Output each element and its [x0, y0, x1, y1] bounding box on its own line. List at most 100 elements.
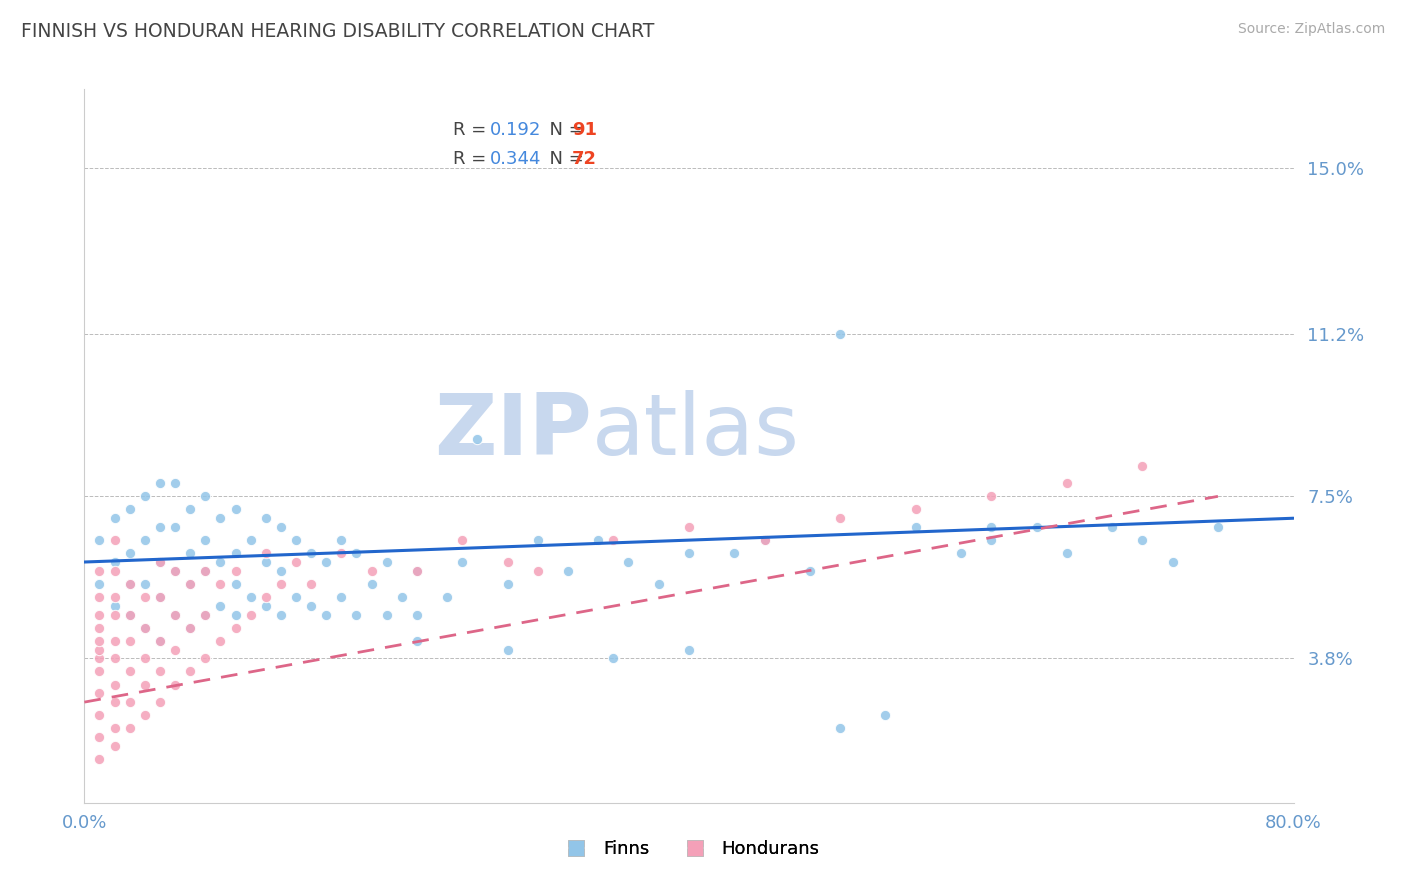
- Point: [254, 555, 277, 569]
- Point: [527, 533, 550, 548]
- Point: [209, 511, 232, 525]
- Point: [165, 564, 187, 578]
- Point: [1130, 533, 1153, 548]
- Point: [194, 564, 217, 578]
- Point: [225, 621, 247, 635]
- Point: [496, 555, 519, 569]
- Point: [406, 633, 429, 648]
- Point: [149, 633, 172, 648]
- Text: R =: R =: [453, 150, 492, 168]
- Point: [225, 607, 247, 622]
- Point: [89, 621, 111, 635]
- Point: [1206, 520, 1229, 534]
- Point: [194, 607, 217, 622]
- Point: [104, 511, 127, 525]
- Point: [149, 665, 172, 679]
- Point: [118, 633, 141, 648]
- Point: [723, 546, 745, 560]
- Point: [980, 533, 1002, 548]
- Point: [346, 607, 368, 622]
- Point: [104, 607, 127, 622]
- Point: [830, 722, 852, 736]
- Text: N =: N =: [538, 121, 589, 139]
- Point: [527, 564, 550, 578]
- Point: [89, 708, 111, 723]
- Point: [467, 433, 489, 447]
- Point: [285, 555, 308, 569]
- Point: [754, 533, 776, 548]
- Point: [239, 607, 262, 622]
- Point: [134, 533, 156, 548]
- Text: atlas: atlas: [592, 390, 800, 474]
- Point: [602, 533, 624, 548]
- Point: [406, 564, 429, 578]
- Point: [315, 555, 337, 569]
- Point: [118, 546, 141, 560]
- Point: [375, 555, 398, 569]
- Point: [678, 546, 700, 560]
- Point: [89, 564, 111, 578]
- Point: [980, 520, 1002, 534]
- Point: [360, 564, 382, 578]
- Point: [285, 590, 308, 604]
- Point: [134, 621, 156, 635]
- Point: [285, 533, 308, 548]
- Text: ZIP: ZIP: [434, 390, 592, 474]
- Point: [89, 607, 111, 622]
- Point: [194, 489, 217, 503]
- Point: [149, 555, 172, 569]
- Point: [678, 642, 700, 657]
- Point: [239, 590, 262, 604]
- Point: [451, 533, 474, 548]
- Point: [950, 546, 973, 560]
- Point: [299, 577, 322, 591]
- Point: [904, 502, 927, 516]
- Point: [602, 651, 624, 665]
- Point: [254, 546, 277, 560]
- Point: [875, 708, 897, 723]
- Point: [209, 633, 232, 648]
- Point: [165, 476, 187, 491]
- Point: [179, 577, 201, 591]
- Point: [375, 607, 398, 622]
- Point: [104, 564, 127, 578]
- Point: [648, 577, 671, 591]
- Point: [194, 607, 217, 622]
- Point: [391, 590, 413, 604]
- Point: [149, 633, 172, 648]
- Point: [754, 533, 776, 548]
- Point: [254, 590, 277, 604]
- Point: [104, 599, 127, 613]
- Text: N =: N =: [538, 150, 589, 168]
- Point: [134, 621, 156, 635]
- Point: [118, 665, 141, 679]
- Point: [1056, 546, 1078, 560]
- Text: Source: ZipAtlas.com: Source: ZipAtlas.com: [1237, 22, 1385, 37]
- Point: [89, 633, 111, 648]
- Point: [149, 590, 172, 604]
- Point: [89, 642, 111, 657]
- Text: 0.344: 0.344: [489, 150, 541, 168]
- Text: 0.192: 0.192: [489, 121, 541, 139]
- Point: [104, 555, 127, 569]
- Point: [678, 520, 700, 534]
- Point: [588, 533, 610, 548]
- Point: [118, 577, 141, 591]
- Point: [270, 520, 292, 534]
- Point: [904, 520, 927, 534]
- Point: [360, 577, 382, 591]
- Point: [165, 677, 187, 691]
- Point: [209, 555, 232, 569]
- Point: [270, 564, 292, 578]
- Point: [179, 546, 201, 560]
- Point: [149, 555, 172, 569]
- Point: [194, 533, 217, 548]
- Point: [225, 502, 247, 516]
- Point: [330, 590, 353, 604]
- Point: [104, 677, 127, 691]
- Point: [104, 651, 127, 665]
- Point: [270, 577, 292, 591]
- Point: [134, 590, 156, 604]
- Point: [254, 599, 277, 613]
- Point: [118, 577, 141, 591]
